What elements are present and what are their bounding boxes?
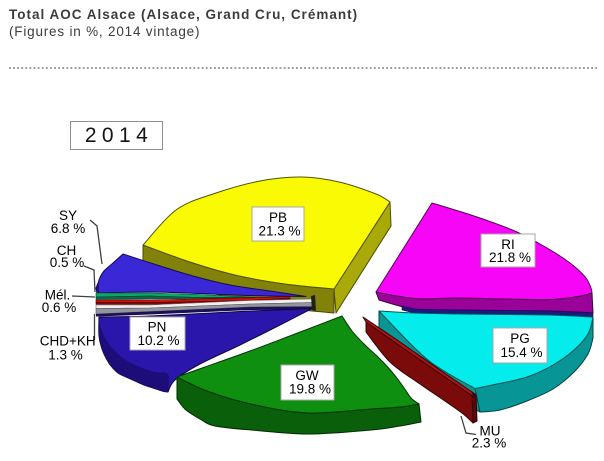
svg-text:10.2 %: 10.2 %	[137, 333, 179, 348]
svg-text:RI: RI	[501, 237, 515, 252]
svg-text:1.3 %: 1.3 %	[48, 348, 83, 363]
svg-text:PB: PB	[269, 210, 287, 225]
svg-text:PG: PG	[510, 331, 530, 346]
svg-text:19.8 %: 19.8 %	[289, 382, 331, 397]
svg-text:CH: CH	[57, 243, 77, 258]
svg-text:0.5 %: 0.5 %	[50, 255, 85, 270]
svg-text:15.4 %: 15.4 %	[500, 345, 542, 360]
svg-text:2.3 %: 2.3 %	[472, 436, 507, 451]
svg-text:Mél.: Mél.	[45, 288, 71, 303]
svg-text:PN: PN	[148, 320, 167, 335]
svg-text:GW: GW	[295, 368, 319, 383]
svg-text:CHD+KH: CHD+KH	[40, 334, 96, 349]
svg-text:MU: MU	[480, 424, 501, 439]
svg-text:21.8 %: 21.8 %	[489, 250, 531, 265]
svg-text:6.8 %: 6.8 %	[51, 221, 86, 236]
svg-text:SY: SY	[59, 208, 77, 223]
svg-text:0.6 %: 0.6 %	[42, 300, 77, 315]
svg-text:21.3 %: 21.3 %	[258, 224, 300, 239]
